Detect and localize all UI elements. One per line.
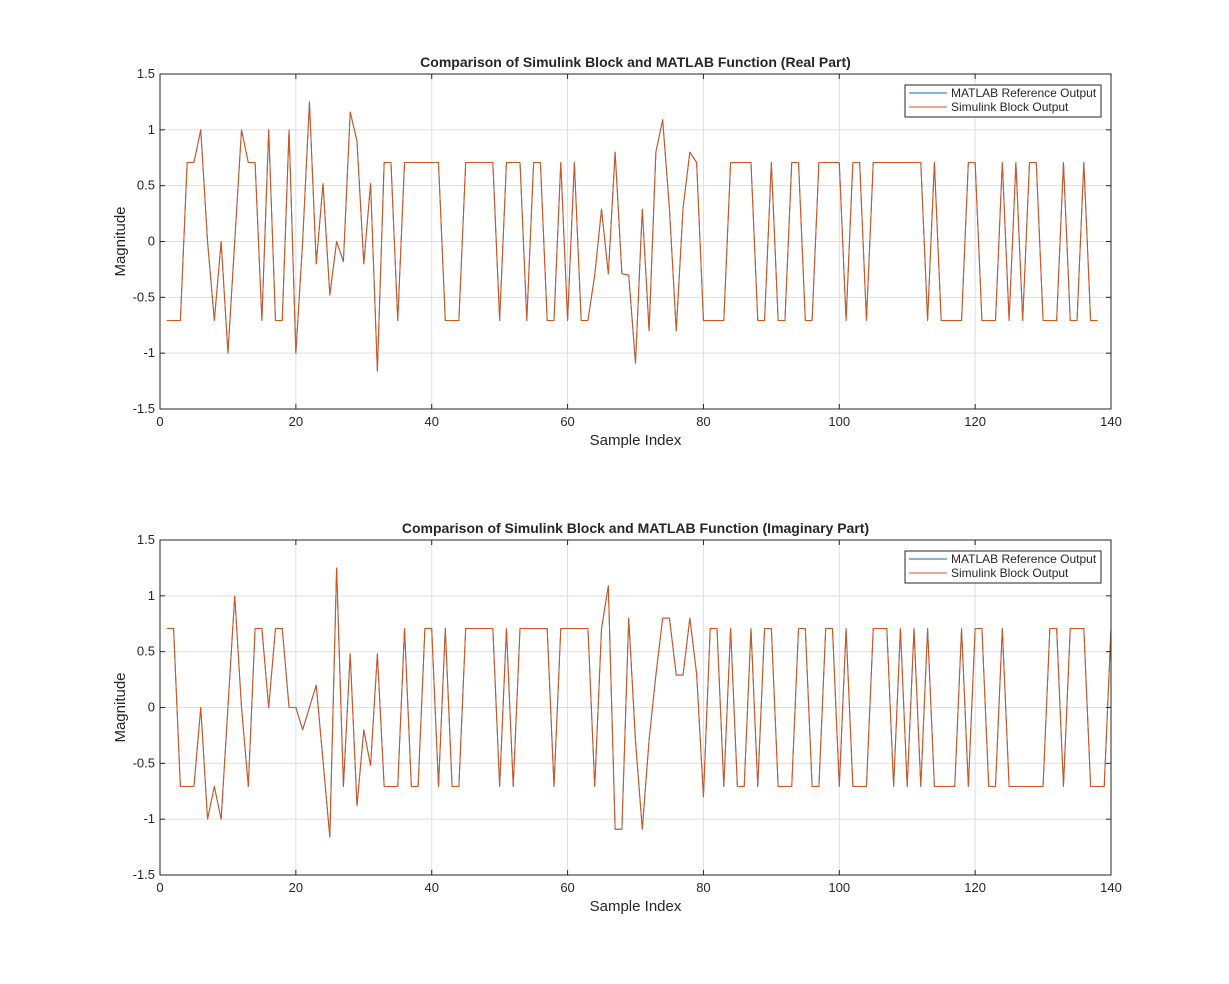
x-tick-label: 40 — [424, 414, 438, 429]
y-tick-label: 1.5 — [137, 66, 155, 81]
legend-box — [904, 84, 1102, 118]
y-tick-label: 1 — [148, 122, 155, 137]
series-line-2 — [166, 567, 1112, 838]
y-tick-label: -0.5 — [133, 289, 155, 304]
x-tick-label: 40 — [424, 880, 438, 895]
legend-label-2: Simulink Block Output — [951, 566, 1069, 580]
x-tick-label: 100 — [828, 414, 850, 429]
x-tick-label: 20 — [289, 414, 303, 429]
y-tick-label: -1.5 — [133, 867, 155, 882]
y-tick-label: 0 — [148, 700, 155, 715]
y-tick-label: 1 — [148, 588, 155, 603]
x-tick-label: 80 — [696, 414, 710, 429]
legend-box — [904, 550, 1102, 584]
y-tick-label: -0.5 — [133, 755, 155, 770]
chart-panel-1: 0 20 40 60 80 100 120 140 -1.5 -1 -0.5 0 0.5 1 1.5 Comp… — [112, 54, 1122, 449]
y-tick-label: 0.5 — [137, 644, 155, 659]
x-tick-label: 140 — [1100, 880, 1122, 895]
legend-label-1: MATLAB Reference Output — [951, 552, 1097, 566]
x-tick-label: 140 — [1100, 414, 1122, 429]
x-tick-label: 100 — [828, 880, 850, 895]
legend-label-1: MATLAB Reference Output — [951, 86, 1097, 100]
legend-label-2: Simulink Block Output — [951, 100, 1069, 114]
x-tick-label: 0 — [156, 880, 163, 895]
y-tick-label: 0 — [148, 234, 155, 249]
y-tick-label: -1 — [143, 345, 155, 360]
x-tick-label: 60 — [560, 880, 574, 895]
x-tick-label: 0 — [156, 414, 163, 429]
y-tick-label: 1.5 — [137, 532, 155, 547]
y-tick-label: -1 — [143, 811, 155, 826]
y-tick-label: -1.5 — [133, 401, 155, 416]
x-tick-label: 20 — [289, 880, 303, 895]
x-tick-label: 120 — [964, 880, 986, 895]
y-tick-label: 0.5 — [137, 178, 155, 193]
x-tick-label: 60 — [560, 414, 574, 429]
chart-title: Comparison of Simulink Block and MATLAB … — [420, 54, 851, 70]
chart-panel-2: 0 20 40 60 80 100 120 140 -1.5 -1 -0.5 0 0.5 1 1.5 Comp… — [112, 520, 1122, 915]
y-axis-label: Magnitude — [112, 672, 129, 742]
x-axis-label: Sample Index — [590, 432, 682, 449]
series-line-2 — [166, 101, 1098, 372]
x-axis-label: Sample Index — [590, 898, 682, 915]
y-axis-label: Magnitude — [112, 206, 129, 276]
chart-title: Comparison of Simulink Block and MATLAB … — [402, 520, 869, 536]
x-tick-label: 120 — [964, 414, 986, 429]
x-tick-label: 80 — [696, 880, 710, 895]
